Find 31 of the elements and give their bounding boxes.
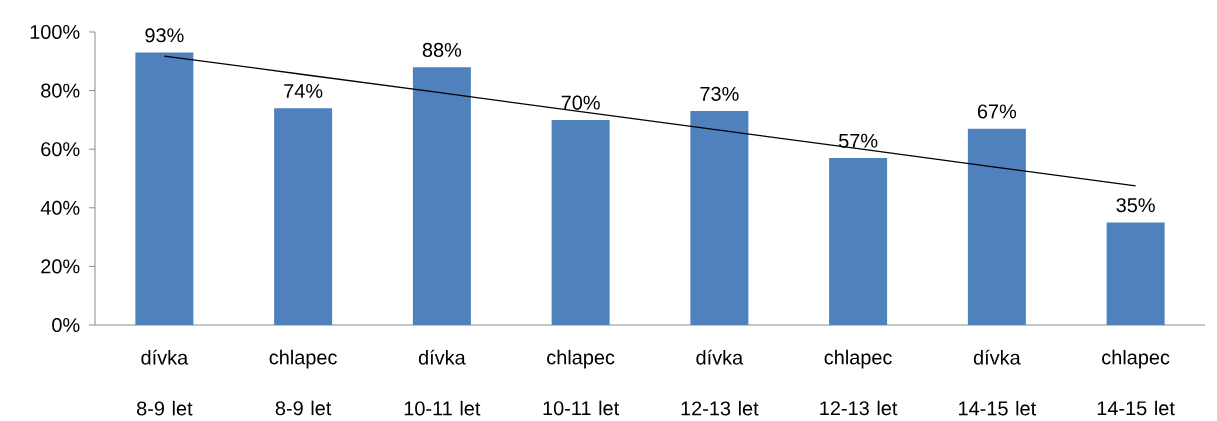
data-label: 67% xyxy=(977,104,1017,119)
y-tick-label: 100% xyxy=(30,24,80,40)
data-label: 74% xyxy=(284,84,323,98)
category-label: chlapec 14-15 let xyxy=(1097,349,1175,416)
bar xyxy=(690,111,749,325)
bar xyxy=(551,119,610,325)
y-tick-label: 40% xyxy=(40,200,80,215)
data-label: 70% xyxy=(561,95,600,110)
data-label: 73% xyxy=(700,86,739,101)
category-label: dívka 14-15 let xyxy=(959,349,1037,416)
bar xyxy=(1106,222,1165,325)
data-label: 88% xyxy=(422,42,462,57)
y-tick-label: 80% xyxy=(41,83,80,98)
bar xyxy=(829,157,888,325)
category-label: chlapec 10-11 let xyxy=(543,349,620,416)
y-tick-label: 0% xyxy=(52,317,80,333)
y-tick-label: 60% xyxy=(41,142,80,157)
bar xyxy=(967,128,1026,325)
category-label: chlapec 8-9 let xyxy=(269,349,337,416)
y-tick-label: 20% xyxy=(41,259,80,274)
category-label: chlapec 12-13 let xyxy=(820,349,898,416)
data-label: 35% xyxy=(1116,198,1155,213)
category-label: dívka 12-13 let xyxy=(681,349,759,416)
data-label: 57% xyxy=(838,133,878,148)
category-label: dívka 8-9 let xyxy=(136,349,193,416)
category-label: dívka 10-11 let xyxy=(404,349,481,416)
bar xyxy=(135,52,194,325)
data-label: 93% xyxy=(145,28,184,43)
bar xyxy=(412,67,471,325)
bar xyxy=(274,108,333,325)
line-series xyxy=(163,55,1137,187)
